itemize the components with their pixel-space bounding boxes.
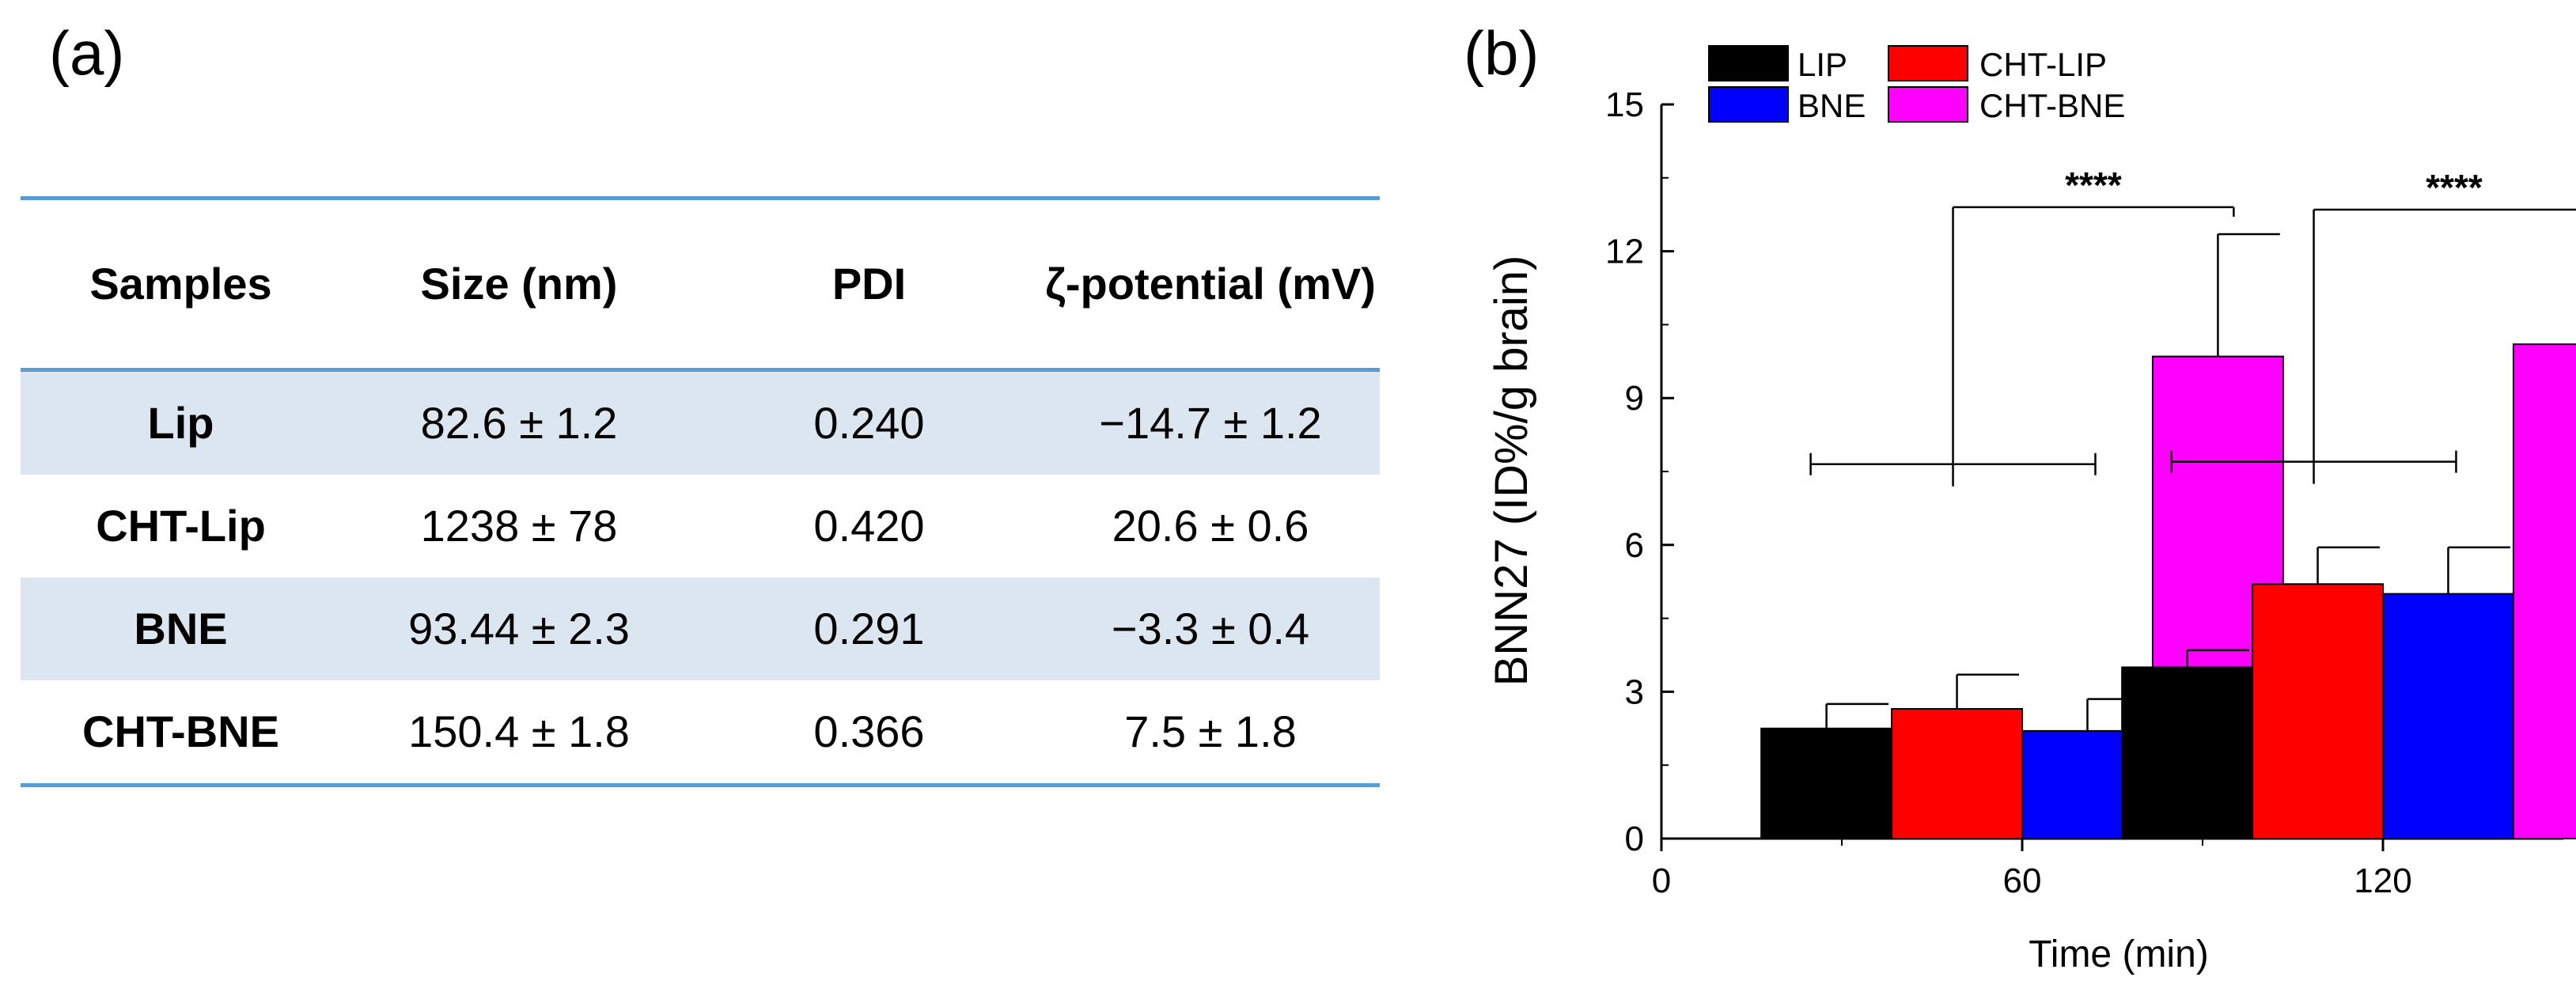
cell-size: 1238 ± 78: [420, 501, 618, 551]
bar: [1760, 727, 1893, 839]
x-axis-label: Time (min): [2029, 934, 2209, 975]
bar: [2121, 666, 2254, 840]
panel-label-b: (b): [1464, 18, 1540, 88]
bar: [2252, 583, 2385, 839]
cell-pdi: 0.291: [813, 604, 925, 653]
y-tick-label: 9: [1625, 379, 1644, 418]
bnn27-bar-chart: 0 3 6 9 12 15 0 60 120 **** **** LIP BNE CHT-LIP CHT-B…: [1486, 45, 2576, 975]
bar: [2382, 593, 2514, 840]
y-axis-label: BNN27 (ID%/g brain): [1486, 256, 1537, 687]
table-header-row: Samples Size (nm) PDI ζ-potential (mV): [21, 200, 1380, 368]
y-tick-label: 6: [1625, 526, 1644, 565]
legend-swatch: [1708, 86, 1789, 123]
legend-label: CHT-BNE: [1979, 87, 2125, 124]
cell-pdi: 0.420: [813, 501, 925, 551]
significance-label: ****: [2426, 167, 2483, 208]
legend-label: CHT-LIP: [1979, 46, 2107, 83]
y-tick-label: 15: [1605, 85, 1644, 124]
bar: [2512, 343, 2576, 839]
cell-sample: CHT-BNE: [82, 706, 279, 756]
cell-zeta: −3.3 ± 0.4: [1111, 604, 1310, 653]
x-tick-label: 60: [2003, 862, 2042, 900]
table-row: CHT-BNE 150.4 ± 1.8 0.366 7.5 ± 1.8: [21, 680, 1380, 783]
cell-zeta: 7.5 ± 1.8: [1124, 706, 1297, 756]
legend-label: LIP: [1798, 46, 1847, 83]
cell-size: 93.44 ± 2.3: [408, 604, 630, 653]
x-tick-label: 0: [1652, 862, 1671, 900]
cell-sample: BNE: [134, 604, 228, 653]
properties-table: Samples Size (nm) PDI ζ-potential (mV) L…: [21, 196, 1380, 787]
cell-sample: CHT-Lip: [96, 501, 266, 551]
table-bottom-rule: [21, 783, 1380, 787]
legend-label: BNE: [1798, 87, 1866, 124]
panel-label-a: (a): [49, 18, 125, 88]
header-size: Size (nm): [420, 259, 618, 309]
cell-zeta: −14.7 ± 1.2: [1099, 398, 1322, 448]
bar: [1891, 708, 2024, 840]
cell-pdi: 0.240: [813, 398, 925, 448]
table-row: BNE 93.44 ± 2.3 0.291 −3.3 ± 0.4: [21, 578, 1380, 680]
x-tick-label: 120: [2354, 862, 2411, 900]
table-row: CHT-Lip 1238 ± 78 0.420 20.6 ± 0.6: [21, 475, 1380, 578]
header-samples: Samples: [89, 259, 272, 309]
legend-swatch: [1708, 45, 1789, 81]
legend-swatch: [1888, 45, 1968, 81]
table-top-rule: [21, 196, 1380, 200]
header-pdi: PDI: [832, 259, 907, 309]
cell-sample: Lip: [147, 398, 214, 448]
cell-size: 150.4 ± 1.8: [408, 706, 630, 756]
cell-zeta: 20.6 ± 0.6: [1112, 501, 1309, 551]
legend-swatch: [1888, 86, 1968, 123]
significance-label: ****: [2065, 165, 2122, 206]
header-zeta-potential: ζ-potential (mV): [1045, 259, 1376, 309]
cell-size: 82.6 ± 1.2: [420, 398, 618, 448]
table-header-rule: [21, 368, 1380, 372]
table-row: Lip 82.6 ± 1.2 0.240 −14.7 ± 1.2: [21, 372, 1380, 475]
y-tick-label: 0: [1625, 820, 1644, 858]
y-tick-label: 12: [1605, 233, 1644, 271]
y-tick-label: 3: [1625, 672, 1644, 711]
cell-pdi: 0.366: [813, 706, 925, 756]
